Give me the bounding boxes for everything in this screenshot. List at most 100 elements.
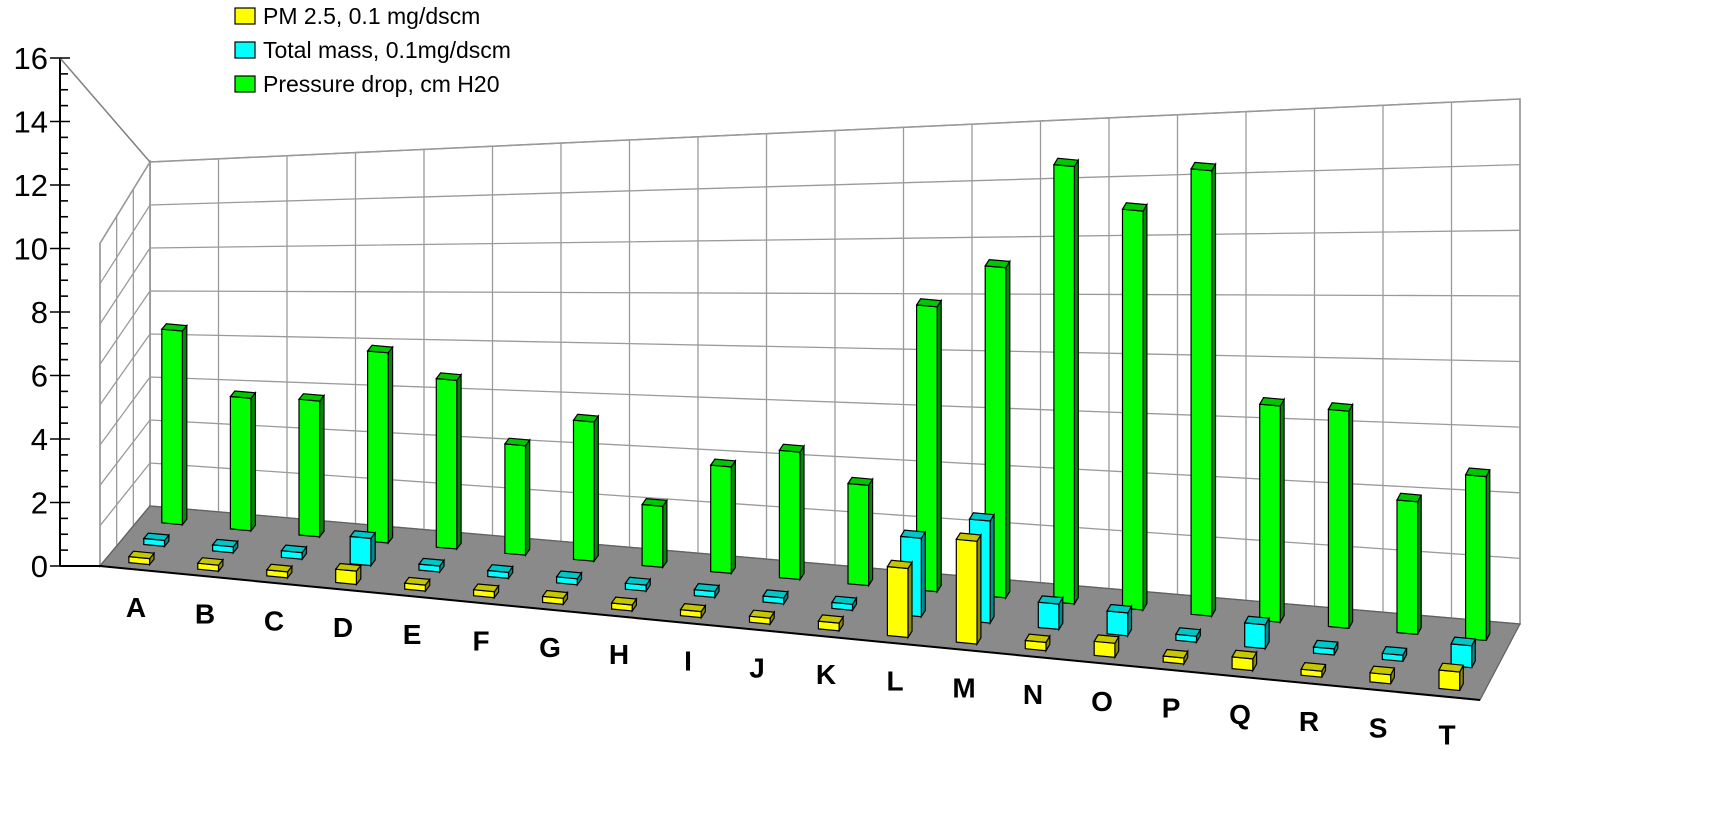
bar-top [265,563,294,573]
bar-pm25-G [541,589,569,607]
bar-side [662,498,668,570]
bar-top [846,476,874,487]
bar-pressure-drop-G [572,413,600,564]
bar-top [541,589,569,599]
bar-top [1052,157,1080,168]
bar-top [417,557,446,567]
y-tick-label: 6 [31,359,48,394]
bar-front [847,482,870,587]
bar-pressure-drop-F [503,437,531,557]
bar-total-mass-N [1037,595,1064,632]
bar-total-mass-I [693,582,721,600]
bar-pressure-drop-Q [1258,396,1286,625]
legend-label: Pressure drop, cm H20 [263,71,499,97]
bar-front [1259,403,1281,623]
bar-top [1024,633,1051,644]
bar-total-mass-C [280,544,308,561]
x-tick-label: T [1438,719,1455,750]
bar-top [160,323,188,332]
x-tick-label: M [952,672,975,703]
bar-pm25-N [1024,633,1051,653]
bar-total-mass-J [762,589,789,606]
bar-front [1327,408,1350,629]
bar-top [1258,396,1286,407]
bar-front [1396,499,1419,636]
bar-side [524,438,531,557]
bar-pressure-drop-I [709,458,737,576]
bar-total-mass-G [555,570,583,587]
legend: PM 2.5, 0.1 mg/dscm Total mass, 0.1mg/dsc… [234,3,511,97]
x-tick-label: Q [1229,699,1251,730]
bar-front [778,449,801,581]
bar-top [486,564,514,574]
y-tick-label: 8 [31,295,48,330]
bar-top [211,538,239,548]
side-wall [99,159,151,569]
bar-top [641,497,668,507]
bar-pressure-drop-C [297,393,326,539]
bar-top [968,512,996,522]
bar-pm25-B [196,557,225,573]
bar-top [762,589,789,599]
bar-pressure-drop-E [435,372,463,551]
y-tick-label: 4 [31,422,48,457]
bar-side [730,458,737,576]
bar-pressure-drop-N [1052,157,1080,607]
bar-top [1327,402,1354,412]
bar-side [319,393,325,539]
bar-pressure-drop-S [1396,492,1423,636]
x-tick-label: G [539,632,561,663]
bar-pm25-R [1300,661,1327,678]
bar-total-mass-B [211,538,239,555]
bar-side [387,345,394,545]
bar-front [572,419,595,562]
bar-top [435,372,463,382]
bar-front [367,350,389,544]
bar-side [456,372,462,551]
bar-top [366,344,394,354]
x-tick-label: A [126,592,146,623]
bar-top [280,544,308,554]
x-tick-label: D [333,612,353,643]
legend-swatch [234,75,256,93]
bar-top [679,602,707,613]
bar-top [555,570,583,580]
bar-side [593,414,599,564]
bar-top [1190,161,1217,172]
bar-side [181,323,188,527]
bar-front [1438,669,1461,692]
x-tick-label: L [886,666,903,697]
bar-top [1093,634,1120,644]
bar-front [886,565,909,639]
y-tick-label: 16 [14,41,48,76]
bar-top [1396,492,1423,503]
x-axis-line [99,565,1481,701]
bar-top [1231,649,1258,660]
bar-pressure-drop-P [1190,161,1217,619]
bar-front [335,568,357,586]
bar-front [504,443,527,556]
bar-front [229,395,252,532]
bar-top [1037,595,1064,605]
bar-front [1244,622,1266,650]
y-tick-label: 12 [14,168,48,203]
y-tick-label: 10 [14,232,48,267]
bar-top [830,595,858,605]
bar-front [1093,640,1116,658]
bar-total-mass-E [417,557,446,574]
bar-top [503,437,531,447]
bar-pressure-drop-J [778,443,806,582]
bar-pressure-drop-K [846,476,874,588]
bar-total-mass-D [349,530,377,568]
bar-pm25-A [127,550,156,567]
bar-top [1174,627,1202,637]
bar-total-mass-S [1381,645,1408,663]
x-axis: A B C D E F G H I J K L M N O P Q R S T [99,565,1481,750]
bar-top [572,413,600,423]
bar-top [1464,467,1491,478]
bar-pressure-drop-B [229,390,257,533]
bar-total-mass-O [1106,603,1133,638]
bar-top [886,559,914,570]
bar-top [1450,636,1477,647]
bar-top [899,529,927,539]
